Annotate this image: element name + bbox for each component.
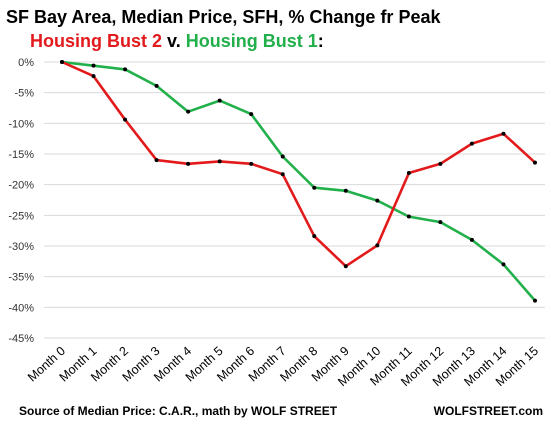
data-point (501, 131, 506, 136)
data-point (312, 234, 317, 239)
data-point (217, 159, 222, 164)
watermark: WOLFSTREET.com (434, 404, 543, 418)
data-point (375, 243, 380, 248)
data-point (91, 74, 96, 79)
y-axis-ticks: 0% -5% -10% -15% -20% -25% -30% -35% -40% -45% (8, 57, 34, 345)
y-tick-label: -10% (8, 118, 34, 130)
y-tick-label: -45% (8, 333, 34, 345)
data-point (91, 63, 96, 68)
data-point (217, 98, 222, 103)
data-point (469, 237, 474, 242)
data-point (375, 198, 380, 203)
subtitle-part-colon: : (318, 31, 324, 51)
data-point (280, 172, 285, 177)
chart-title: SF Bay Area, Median Price, SFH, % Change… (6, 7, 441, 27)
y-tick-label: -35% (8, 272, 34, 284)
data-point (501, 262, 506, 267)
subtitle-part-bust2: Housing Bust 2 (30, 31, 162, 51)
series-line (61, 60, 536, 302)
data-point (469, 141, 474, 146)
data-point (60, 60, 64, 64)
data-point (154, 83, 159, 88)
chart-subtitle: Housing Bust 2 v. Housing Bust 1: (30, 31, 324, 51)
data-point (533, 160, 537, 165)
y-tick-label: 0% (18, 57, 34, 69)
data-point (249, 161, 254, 166)
data-point (343, 264, 348, 269)
y-tick-label: -5% (14, 88, 34, 100)
series-markers (60, 60, 537, 303)
data-point (343, 188, 348, 193)
data-point (438, 161, 443, 166)
series-line (61, 60, 536, 268)
source-note: Source of Median Price: C.A.R., math by … (19, 404, 338, 418)
data-point (186, 161, 191, 166)
y-tick-label: -30% (8, 241, 34, 253)
data-point (406, 171, 411, 176)
data-point (123, 67, 128, 72)
y-tick-label: -15% (8, 149, 34, 161)
data-point (123, 117, 128, 122)
subtitle-part-versus: v. (162, 31, 186, 51)
data-point (154, 158, 159, 163)
subtitle-part-bust1: Housing Bust 1 (186, 31, 318, 51)
data-point (186, 109, 191, 114)
data-point (280, 154, 285, 159)
data-point (406, 214, 411, 219)
data-point (249, 112, 254, 117)
y-tick-label: -40% (8, 302, 34, 314)
data-point (312, 185, 317, 190)
y-tick-label: -25% (8, 210, 34, 222)
data-point (438, 220, 443, 225)
data-point (533, 298, 537, 303)
series-lines (61, 60, 536, 302)
y-tick-label: -20% (8, 180, 34, 192)
